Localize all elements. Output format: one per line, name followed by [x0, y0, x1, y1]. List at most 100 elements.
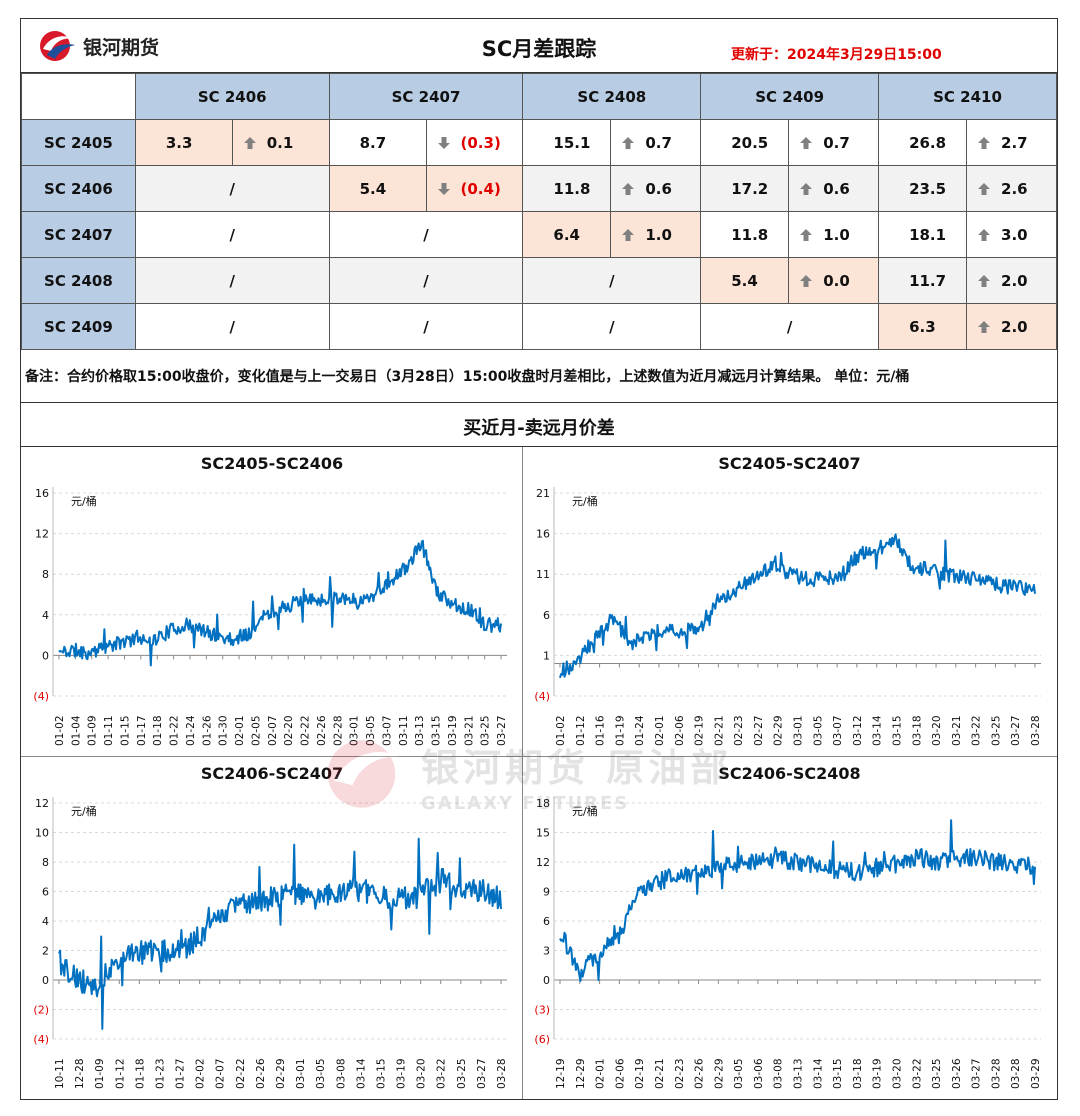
- x-tick-label: 01-24: [634, 715, 646, 746]
- change-value: 2.0: [1001, 271, 1028, 290]
- y-tick-label: 0: [543, 974, 550, 987]
- x-tick-label: 03-14: [812, 1058, 824, 1089]
- y-tick-label: 12: [35, 797, 49, 810]
- arrow-up-icon: [622, 136, 635, 149]
- spread-matrix: SC 2406 SC 2407 SC 2408 SC 2409 SC 2410 SC 24…: [21, 73, 1057, 350]
- y-tick-label: (2): [33, 1004, 49, 1017]
- x-tick-label: 03-19: [872, 1058, 884, 1089]
- spread-change: 1.0: [788, 211, 880, 258]
- x-tick-label: 03-15: [431, 715, 443, 746]
- x-tick-label: 12-28: [74, 1058, 86, 1089]
- x-tick-label: 01-19: [614, 715, 626, 746]
- column-header: SC 2407: [328, 73, 524, 120]
- x-tick-label: 03-20: [416, 1058, 428, 1089]
- y-tick-label: 11: [536, 568, 550, 581]
- chart-sc2406-sc2408: SC2406-SC2408 元/桶 (6) (3) 0 3 6 9 12 15 18 12-19 12-…: [524, 759, 1055, 1097]
- y-tick-label: 6: [543, 609, 550, 622]
- x-tick-label: 03-14: [872, 715, 884, 746]
- change-value: 0.6: [645, 179, 672, 198]
- row-header: SC 2409: [21, 303, 136, 350]
- x-tick-label: 01-12: [114, 1058, 126, 1089]
- matrix-header-row: SC 2406 SC 2407 SC 2408 SC 2409 SC 2410: [21, 73, 1057, 120]
- y-tick-label: 8: [42, 856, 49, 869]
- arrow-down-icon: [437, 182, 450, 195]
- x-tick-label: 01-02: [54, 715, 66, 746]
- arrow-up-icon: [622, 228, 635, 241]
- spread-change: (0.3): [425, 119, 524, 166]
- x-tick-label: 01-23: [154, 1058, 166, 1089]
- x-tick-label: 02-29: [713, 1058, 725, 1089]
- y-tick-label: (4): [33, 690, 49, 703]
- x-tick-label: 03-27: [476, 1058, 488, 1089]
- change-value: (0.4): [460, 179, 501, 198]
- x-tick-label: 01-04: [70, 715, 82, 746]
- company-name: 银河期货: [83, 37, 160, 59]
- x-tick-label: 03-01: [295, 1058, 307, 1089]
- x-tick-label: 03-07: [832, 715, 844, 746]
- arrow-up-icon: [978, 320, 991, 333]
- section-title: 买近月-卖远月价差: [21, 403, 1057, 447]
- row-header: SC 2405: [21, 119, 136, 166]
- spread-change: 0.6: [788, 165, 880, 212]
- y-tick-label: 6: [42, 886, 49, 899]
- spread-value: 26.8: [878, 119, 968, 166]
- y-tick-label: (4): [534, 690, 550, 703]
- x-tick-label: 02-29: [275, 1058, 287, 1089]
- x-tick-label: 03-21: [463, 715, 475, 746]
- change-value: 2.6: [1001, 179, 1028, 198]
- chart-svg: SC2406-SC2408 元/桶 (6) (3) 0 3 6 9 12 15 18 12-19 12-…: [534, 764, 1042, 1089]
- footnote: 备注：合约价格取15:00收盘价，变化值是与上一交易日（3月28日）15:00收…: [21, 349, 1057, 403]
- x-tick-label: 03-22: [971, 715, 983, 746]
- y-unit-label: 元/桶: [71, 804, 97, 818]
- spread-change: 0.0: [788, 257, 880, 304]
- x-tick-label: 02-23: [674, 1058, 686, 1089]
- spread-change: 0.6: [610, 165, 702, 212]
- spread-change: 0.7: [610, 119, 702, 166]
- arrow-up-icon: [978, 228, 991, 241]
- x-tick-label: 03-22: [911, 1058, 923, 1089]
- spread-change: (0.4): [425, 165, 524, 212]
- x-tick-label: 03-25: [990, 715, 1002, 746]
- column-header: SC 2408: [522, 73, 702, 120]
- x-tick-label: 03-20: [891, 1058, 903, 1089]
- x-tick-label: 01-18: [152, 715, 164, 746]
- y-tick-label: 12: [35, 528, 49, 541]
- chart-sc2405-sc2406: SC2405-SC2406 元/桶 (4) 0 4 8 12 16 01-02 01-04 01-0…: [23, 449, 521, 754]
- y-tick-label: 2: [42, 945, 49, 958]
- spread-value: 8.7: [328, 119, 427, 166]
- empty-cell: /: [328, 211, 524, 258]
- y-tick-label: 4: [42, 609, 49, 622]
- arrow-up-icon: [800, 136, 813, 149]
- x-tick-label: 03-13: [793, 1058, 805, 1089]
- spread-value: 6.4: [522, 211, 612, 258]
- row-header: SC 2407: [21, 211, 136, 258]
- x-tick-label: 01-11: [103, 715, 115, 746]
- x-tick-label: 02-26: [255, 1058, 267, 1089]
- x-tick-label: 02-27: [753, 715, 765, 746]
- x-tick-label: 02-23: [733, 715, 745, 746]
- empty-cell: /: [700, 303, 880, 350]
- spread-change: 3.0: [966, 211, 1057, 258]
- x-tick-label: 03-15: [832, 1058, 844, 1089]
- spread-value: 11.8: [700, 211, 790, 258]
- page-title: SC月差跟踪: [481, 37, 597, 61]
- y-unit-label: 元/桶: [572, 494, 598, 508]
- header: 银河期货 SC月差跟踪 更新于：2024年3月29日15:00: [21, 19, 1057, 73]
- x-tick-label: 12-19: [555, 1058, 567, 1089]
- empty-cell: /: [134, 303, 330, 350]
- arrow-up-icon: [978, 182, 991, 195]
- empty-cell: /: [134, 257, 330, 304]
- x-tick-label: 03-27: [971, 1058, 983, 1089]
- x-tick-label: 03-19: [396, 1058, 408, 1089]
- spread-change: 0.7: [788, 119, 880, 166]
- arrow-up-icon: [800, 274, 813, 287]
- x-tick-label: 01-12: [575, 715, 587, 746]
- x-tick-label: 03-01: [349, 715, 361, 746]
- chart-svg: SC2405-SC2406 元/桶 (4) 0 4 8 12 16 01-02 01-04 01-0…: [33, 454, 508, 746]
- y-tick-label: 6: [543, 915, 550, 928]
- empty-cell: /: [522, 257, 702, 304]
- x-tick-label: 03-25: [931, 1058, 943, 1089]
- spread-change: 2.6: [966, 165, 1057, 212]
- change-value: 0.1: [266, 133, 294, 152]
